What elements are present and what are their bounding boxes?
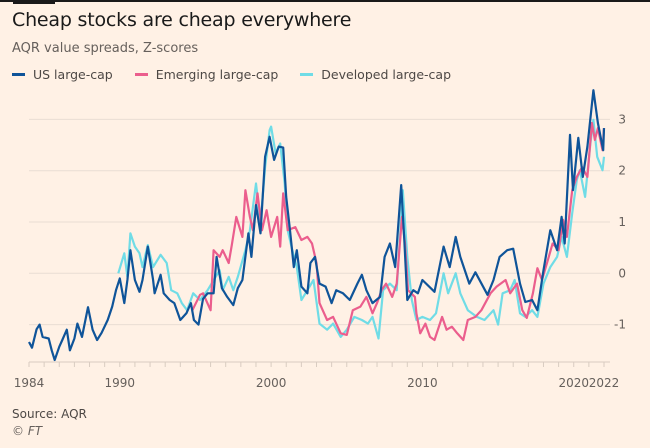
legend-swatch-us [12,73,25,76]
brand-bar [13,0,55,4]
legend-item-us: US large-cap [12,67,113,82]
x-tick-label: 2010 [407,376,438,390]
chart-subtitle: AQR value spreads, Z-scores [12,41,199,56]
legend-label-emerging: Emerging large-cap [155,67,279,82]
y-tick-label: 1 [618,215,626,229]
y-tick-label: 0 [618,266,626,280]
series-developed-large-cap [117,118,606,340]
source-note: Source: AQR [12,407,87,421]
y-tick-label: 3 [618,112,626,126]
copyright-note: © FT [12,424,43,438]
legend-item-emerging: Emerging large-cap [134,67,279,82]
series-us-large-cap [28,89,606,362]
legend-swatch-emerging [134,73,148,76]
y-tick-label: -1 [614,318,626,332]
x-tick-label: 2020 [558,376,589,390]
x-tick-label: 2000 [256,376,287,390]
x-tick-label: 2022 [589,376,620,390]
legend-swatch-developed [300,73,314,76]
y-tick-label: 2 [618,164,626,178]
legend: US large-cap Emerging large-cap Develope… [12,67,451,82]
legend-item-developed: Developed large-cap [300,67,451,82]
chart-title: Cheap stocks are cheap everywhere [12,9,352,31]
x-tick-label: 1984 [14,376,45,390]
x-tick-label: 1990 [105,376,136,390]
top-rule [0,0,650,2]
legend-label-us: US large-cap [33,67,113,82]
legend-label-developed: Developed large-cap [321,67,452,82]
